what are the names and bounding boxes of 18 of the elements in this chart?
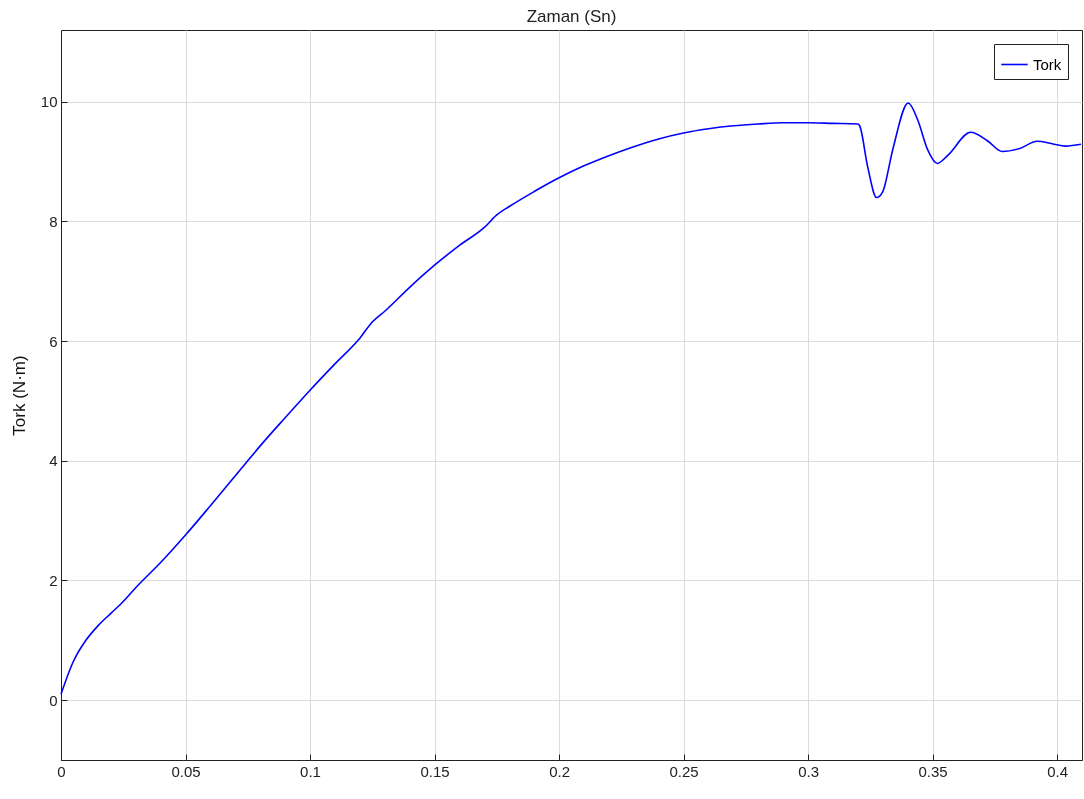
legend-label: Tork — [1033, 55, 1062, 73]
y-tick-label: 4 — [49, 452, 58, 470]
x-tick-label: 0.3 — [798, 762, 819, 780]
x-tick-label: 0.4 — [1047, 762, 1069, 780]
x-tick-label: 0.35 — [918, 762, 948, 780]
y-tick-label: 8 — [49, 212, 58, 230]
y-tick-label: 2 — [49, 571, 58, 589]
x-tick-label: 0.25 — [669, 762, 699, 780]
line-series — [60, 102, 1082, 695]
y-tick-label: 10 — [40, 93, 58, 111]
y-tick-label: 6 — [49, 332, 58, 350]
x-tick-label: 0.15 — [420, 762, 450, 780]
x-tick-label: 0.05 — [171, 762, 201, 780]
y-tick-label: 0 — [49, 691, 58, 709]
x-tick-label: 0.2 — [549, 762, 570, 780]
y-axis-title: Tork (N·m) — [9, 355, 29, 436]
x-tick-label: 0.1 — [300, 762, 321, 780]
chart-title: Zaman (Sn) — [526, 7, 617, 26]
